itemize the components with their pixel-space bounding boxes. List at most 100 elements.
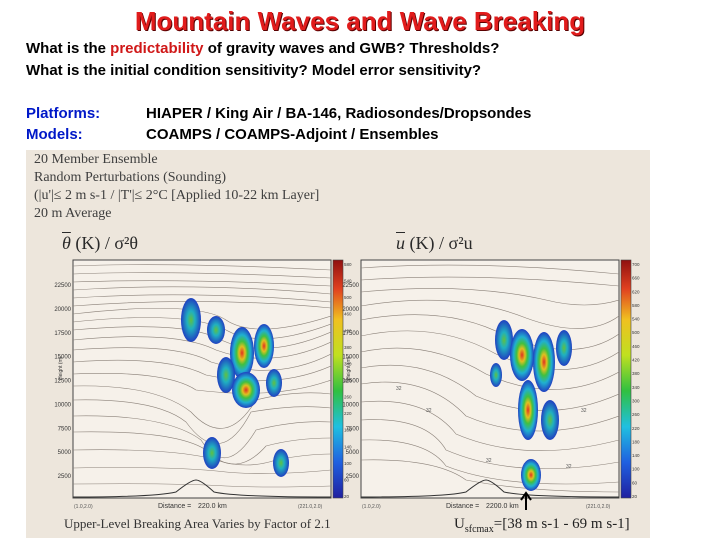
question-predictability: What is the predictability of gravity wa… <box>26 40 499 57</box>
colorbar-label: 460 <box>344 312 352 317</box>
y-tick-label: 2500 <box>346 474 360 480</box>
colorbar-label: 620 <box>632 289 640 294</box>
right-distance-value: 2200.0 km <box>486 503 519 510</box>
colorbar-label: 540 <box>632 317 640 322</box>
colorbar-label: 300 <box>344 378 352 383</box>
colorbar-label: 420 <box>344 328 352 333</box>
figure-footnote: Upper-Level Breaking Area Varies by Fact… <box>64 516 331 531</box>
colorbar-label: 340 <box>344 361 352 366</box>
left-distance-value: 220.0 km <box>198 503 227 510</box>
contour-label: 32 <box>566 464 572 470</box>
figure-graphics: 22500 20000 17500 15000 12500 10000 7500 5000 25… <box>54 259 640 510</box>
colorbar-label: 380 <box>344 345 352 350</box>
left-colorbar-labels: 580 540 500 460 420 380 340 300 260 220 180 140 100 6… <box>344 262 352 499</box>
left-theta-panel <box>72 259 344 499</box>
colorbar-label: 660 <box>632 276 640 281</box>
y-tick-label: 20000 <box>342 307 359 313</box>
contour-label: 32 <box>581 408 587 414</box>
colorbar-label: 420 <box>632 358 640 363</box>
contour-label: 32 <box>486 458 492 464</box>
theta-symbol: θ <box>62 233 71 253</box>
colorbar-label: 700 <box>632 262 640 267</box>
colorbar-label: 180 <box>344 428 352 433</box>
models-row: Models: COAMPS / COAMPS-Adjoint / Ensembl… <box>26 126 439 143</box>
colorbar-label: 580 <box>344 262 352 267</box>
platforms-row: Platforms: HIAPER / King Air / BA-146, Ra… <box>26 105 531 122</box>
slide-title: Mountain Waves and Wave Breaking <box>134 6 586 36</box>
right-panel-title-text: (K) / σ²u <box>405 233 473 253</box>
left-corner-label-start: (1.0,2.0) <box>74 504 93 510</box>
y-tick-label: 7500 <box>58 426 72 432</box>
right-distance-label: Distance = <box>446 503 479 510</box>
right-colorbar-labels: 700 660 620 580 540 500 460 420 380 340 300 260 220 1… <box>632 262 640 499</box>
left-corner-label-end: (221.0,2.0) <box>298 504 323 510</box>
question-suffix: of gravity waves and GWB? Thresholds? <box>203 40 500 57</box>
figure-header-line-2: Random Perturbations (Sounding) <box>34 170 227 185</box>
right-y-ticks: 22500 20000 17500 15000 12500 10000 7500 5000 25… <box>342 283 359 480</box>
right-y-axis-label: Height (m) <box>346 356 352 380</box>
y-tick-label: 10000 <box>342 402 359 408</box>
y-tick-label: 7500 <box>346 426 360 432</box>
colorbar-label: 20 <box>632 494 638 499</box>
usfc-value: =[38 m s-1 - 69 m s-1] <box>493 516 630 532</box>
platforms-value: HIAPER / King Air / BA-146, Radiosondes/… <box>146 105 532 122</box>
figure-header-line-1: 20 Member Ensemble <box>34 152 158 167</box>
colorbar-label: 340 <box>632 385 640 390</box>
usfc-prefix: U <box>454 516 465 532</box>
figure-header-line-4: 20 m Average <box>34 206 112 221</box>
left-panel-title: θ (K) / σ²θ <box>62 233 138 254</box>
y-tick-label: 15000 <box>54 355 71 361</box>
y-tick-label: 5000 <box>58 450 72 456</box>
predictability-highlight: predictability <box>110 40 204 57</box>
colorbar-label: 580 <box>632 303 640 308</box>
left-panel-title-text: (K) / σ²θ <box>70 233 139 253</box>
y-tick-label: 2500 <box>58 474 72 480</box>
colorbar-label: 20 <box>344 494 350 499</box>
colorbar-label: 460 <box>632 344 640 349</box>
colorbar-label: 100 <box>344 461 352 466</box>
colorbar-label: 500 <box>344 295 352 300</box>
y-tick-label: 17500 <box>54 331 71 337</box>
y-tick-label: 15000 <box>342 355 359 361</box>
contour-label: 32 <box>396 386 402 392</box>
left-distance-label: Distance = <box>158 503 191 510</box>
y-tick-label: 5000 <box>346 450 360 456</box>
y-tick-label: 22500 <box>342 283 359 289</box>
ensemble-figure: 20 Member Ensemble Random Perturbations … <box>26 150 650 538</box>
contour-label: 32 <box>426 408 432 414</box>
y-tick-label: 10000 <box>54 402 71 408</box>
left-y-ticks: 22500 20000 17500 15000 12500 10000 7500 5000 25… <box>54 283 71 480</box>
colorbar-label: 100 <box>632 467 640 472</box>
colorbar-label: 300 <box>632 398 640 403</box>
colorbar-label: 140 <box>632 453 640 458</box>
y-tick-label: 12500 <box>342 379 359 385</box>
right-corner-label-end: (221.0,2.0) <box>586 504 611 510</box>
question-sensitivity: What is the initial condition sensitivit… <box>26 62 482 79</box>
colorbar-label: 380 <box>632 371 640 376</box>
colorbar-label: 500 <box>632 330 640 335</box>
arrow-icon <box>520 491 532 510</box>
colorbar-label: 180 <box>632 439 640 444</box>
models-value: COAMPS / COAMPS-Adjoint / Ensembles <box>146 126 439 143</box>
colorbar-label: 220 <box>632 426 640 431</box>
usfc-subscript: sfcmax <box>464 524 494 535</box>
colorbar-label: 260 <box>344 395 352 400</box>
y-tick-label: 17500 <box>342 331 359 337</box>
colorbar-label: 60 <box>344 477 350 482</box>
platforms-label: Platforms: <box>26 105 101 122</box>
models-label: Models: <box>26 126 83 143</box>
figure-header-line-3: (|u'|≤ 2 m s-1 / |T'|≤ 2°C [Applied 10-2… <box>34 188 320 203</box>
right-u-panel <box>360 259 632 510</box>
right-corner-label-start: (1.0,2.0) <box>362 504 381 510</box>
colorbar-label: 220 <box>344 411 352 416</box>
y-tick-label: 12500 <box>54 379 71 385</box>
right-panel-title: u (K) / σ²u <box>396 233 473 254</box>
question-prefix: What is the <box>26 40 111 57</box>
u-symbol: u <box>396 233 405 253</box>
colorbar-label: 60 <box>632 480 638 485</box>
y-tick-label: 22500 <box>54 283 71 289</box>
y-tick-label: 20000 <box>54 307 71 313</box>
colorbar-label: 140 <box>344 444 352 449</box>
left-y-axis-label: Height (m) <box>58 356 64 380</box>
colorbar-label: 260 <box>632 412 640 417</box>
